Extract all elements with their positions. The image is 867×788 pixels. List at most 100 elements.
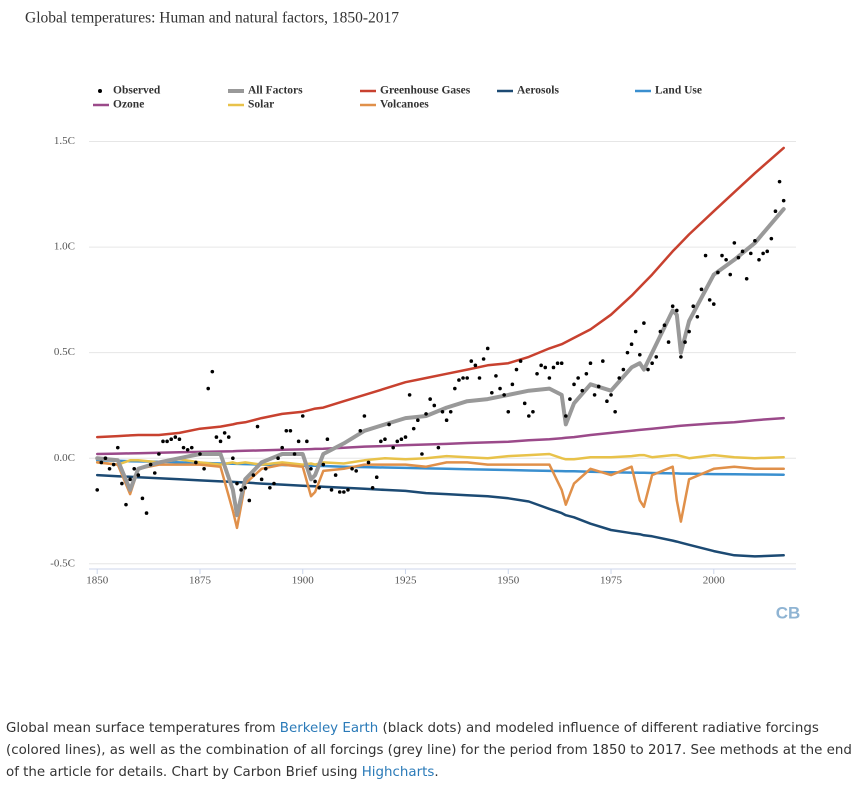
observed-dot [502, 393, 506, 397]
observed-dot [115, 445, 120, 450]
observed-dot [268, 485, 272, 490]
observed-dot [613, 409, 617, 414]
observed-dot [210, 369, 215, 374]
observed-dot [181, 445, 186, 450]
observed-dot [395, 439, 400, 444]
observed-dot [379, 439, 383, 444]
observed-dot [601, 359, 605, 363]
observed-dot [633, 329, 638, 334]
y-tick-label: 0.0C [54, 452, 75, 464]
x-tick-label: 1875 [189, 575, 212, 587]
observed-dot [424, 412, 428, 416]
observed-dot [399, 437, 404, 442]
observed-dot [646, 367, 650, 372]
observed-dot [247, 498, 252, 503]
observed-dot [769, 236, 774, 241]
observed-dot [263, 466, 268, 471]
observed-dot [465, 376, 469, 380]
observed-dot [342, 490, 346, 494]
y-tick-label: -0.5C [50, 557, 75, 569]
observed-dot [255, 424, 260, 429]
observed-dot [95, 488, 100, 492]
observed-dot [107, 466, 112, 471]
observed-dot [699, 287, 704, 292]
observed-dot [518, 359, 523, 363]
observed-dot [588, 361, 593, 366]
observed-dot [313, 479, 317, 484]
observed-dot [280, 445, 284, 450]
observed-dot [592, 393, 597, 397]
observed-dot [477, 376, 482, 380]
observed-dot [761, 251, 765, 256]
observed-dot [551, 365, 556, 370]
observed-dot [580, 388, 585, 393]
x-tick-label: 1975 [600, 575, 623, 587]
observed-dot [658, 329, 663, 334]
observed-dot [564, 414, 568, 418]
observed-dot [584, 371, 589, 376]
caption-text: (black dots) and modeled influence of di… [6, 721, 852, 780]
observed-dot [666, 340, 671, 344]
observed-dot [140, 496, 145, 501]
observed-dot [547, 376, 552, 380]
observed-dot [609, 393, 613, 397]
observed-dot [251, 473, 256, 477]
observed-dot [288, 428, 293, 433]
observed-dot [333, 473, 338, 477]
legend-label: Observed [113, 85, 161, 97]
x-tick-label: 1950 [497, 575, 520, 587]
observed-dot [259, 477, 264, 482]
observed-dot [354, 469, 358, 473]
chart-title: Global temperatures: Human and natural f… [25, 10, 399, 27]
observed-dot [757, 257, 761, 262]
observed-dot [124, 502, 128, 507]
legend-label: Greenhouse Gases [380, 85, 471, 97]
observed-dot [625, 350, 630, 355]
observed-dot [711, 302, 716, 306]
observed-dot [572, 382, 576, 387]
y-tick-label: 1.5C [54, 135, 75, 147]
observed-dot [720, 253, 724, 258]
observed-dot [165, 439, 169, 444]
observed-dot [539, 363, 543, 368]
observed-dot [231, 456, 235, 461]
observed-dot [214, 435, 219, 439]
observed-dot [132, 466, 137, 471]
observed-dot [481, 357, 486, 361]
caption-link[interactable]: Berkeley Earth [279, 721, 379, 736]
observed-dot [235, 481, 239, 486]
observed-dot [531, 409, 535, 414]
observed-dot [198, 452, 202, 456]
caption-link[interactable]: Highcharts [361, 765, 435, 780]
observed-dot [490, 390, 494, 395]
observed-dot [309, 466, 313, 471]
observed-dot [370, 485, 375, 490]
observed-dot [403, 435, 408, 439]
observed-dot [321, 462, 326, 467]
observed-dot [103, 456, 108, 461]
observed-dot [185, 447, 190, 452]
observed-dot [120, 481, 124, 486]
observed-dot [366, 460, 371, 465]
observed-dot [317, 485, 321, 490]
observed-dot [703, 253, 708, 258]
observed-dot [683, 340, 687, 344]
observed-dot [148, 462, 153, 467]
observed-dot [461, 376, 465, 380]
observed-dot [374, 475, 379, 480]
observed-dot [596, 384, 601, 389]
observed-dot [506, 409, 511, 414]
observed-dot [325, 437, 330, 442]
observed-dot [272, 481, 276, 486]
observed-dot [510, 382, 515, 387]
observed-dot [177, 437, 182, 442]
observed-dot [514, 367, 519, 372]
observed-dot [555, 361, 560, 366]
series-line [95, 461, 785, 530]
observed-dot [329, 488, 334, 492]
legend-label: Solar [248, 99, 274, 111]
observed-dot [674, 308, 679, 313]
observed-dot [391, 445, 395, 450]
observed-dot [432, 403, 437, 408]
observed-dot [543, 365, 548, 370]
